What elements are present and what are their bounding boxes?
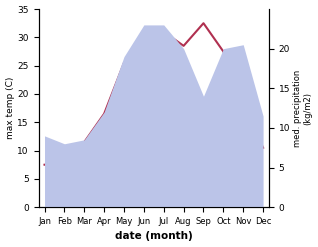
- X-axis label: date (month): date (month): [115, 231, 193, 242]
- Y-axis label: max temp (C): max temp (C): [5, 77, 15, 139]
- Y-axis label: med. precipitation
(kg/m2): med. precipitation (kg/m2): [293, 69, 313, 147]
